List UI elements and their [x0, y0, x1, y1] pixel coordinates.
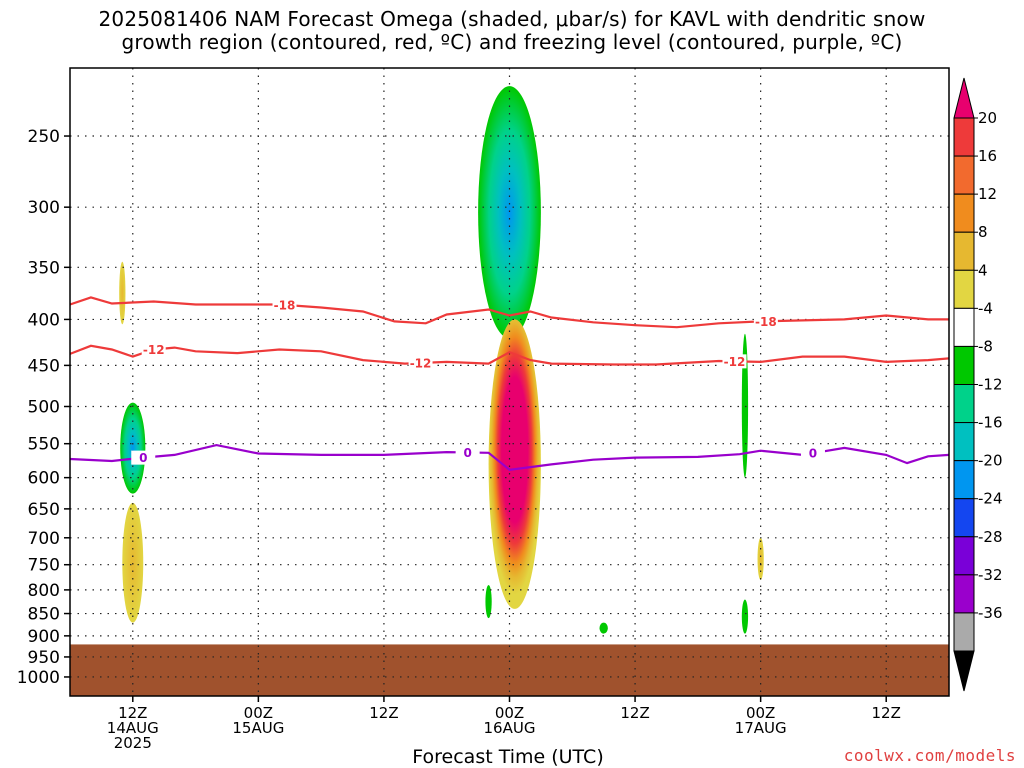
colorbar-tick-label: 8 [978, 223, 988, 241]
contour-label-bg [722, 354, 747, 369]
omega-feature-day1-ascent-core [120, 402, 146, 494]
colorbar-tick-label: -36 [978, 604, 1003, 622]
omega-feature-day3-narrow-ascent [741, 333, 749, 478]
y-tick-label-300: 300 [28, 198, 60, 218]
colorbar-swatch [953, 460, 975, 500]
contour-label--12: -12 [724, 355, 746, 369]
colorbar-tick-label: -20 [978, 452, 1003, 470]
x-tick-label: 00Z [495, 704, 524, 722]
x-tick-label: 2025 [114, 734, 152, 752]
x-tick-label: 12Z [620, 704, 649, 722]
colorbar-tick-label: 4 [978, 261, 988, 279]
x-axis-label: Forecast Time (UTC) [412, 746, 604, 768]
contour-label-bg [131, 450, 156, 465]
omega-feature-day3-lower-ascent [741, 599, 749, 634]
y-tick-label-550: 550 [28, 435, 60, 455]
y-tick-label-950: 950 [28, 648, 60, 668]
x-tick-label: 16AUG [484, 719, 536, 737]
colorbar-tick-label: 12 [978, 185, 997, 203]
colorbar-swatch [953, 269, 975, 309]
contour-label-bg [272, 297, 297, 312]
contour-label-bg [800, 446, 825, 461]
colorbar-tick-label: -24 [978, 490, 1003, 508]
y-tick-label-350: 350 [28, 258, 60, 278]
colorbar-tick-label: -8 [978, 337, 993, 355]
y-tick-label-600: 600 [28, 469, 60, 489]
chart-title-line2: growth region (contoured, red, ºC) and f… [121, 30, 903, 54]
x-tick-label: 00Z [746, 704, 775, 722]
x-tick-label: 12Z [118, 704, 147, 722]
colorbar-swatch [953, 498, 975, 538]
contour-label-bg [141, 342, 166, 357]
y-tick-label-250: 250 [28, 127, 60, 147]
y-tick-label-900: 900 [28, 627, 60, 647]
contour-label-bg [455, 445, 480, 460]
contour-label-0: 0 [139, 451, 147, 465]
y-tick-label-700: 700 [28, 529, 60, 549]
colorbar-tick-label: 16 [978, 147, 997, 165]
omega-feature-day1-upper-weak-rise [119, 261, 126, 325]
colorbar-swatch [953, 117, 975, 157]
omega-shading-layer [119, 86, 764, 634]
omega-feature-day2-lower-subsidence [488, 319, 541, 609]
y-tick-label-1000: 1000 [17, 668, 60, 688]
y-tick-label-850: 850 [28, 605, 60, 625]
colorbar-legend: 20 16 12 8 4 -4 -8 -12 -16 -20 -24 -28 -32 -36 [953, 77, 1003, 692]
contour-layer: -18 -18 -12 -12 -12 0 0 0 [70, 296, 949, 471]
contour-label-0: 0 [809, 447, 817, 461]
colorbar-swatch [953, 345, 975, 385]
contour-line--18 [70, 296, 949, 329]
x-tick-label: 12Z [369, 704, 398, 722]
contour-line-0 [70, 443, 949, 471]
colorbar-swatch [953, 384, 975, 424]
contour-label-bg [753, 314, 778, 329]
x-tick-label: 00Z [244, 704, 273, 722]
chart-title-line1: 2025081406 NAM Forecast Omega (shaded, μ… [98, 7, 926, 31]
omega-feature-day2-near-surface-ascent [485, 584, 492, 619]
omega-feature-day3-lower-subsidence [757, 537, 764, 581]
colorbar-swatch [953, 422, 975, 462]
y-tick-label-650: 650 [28, 500, 60, 520]
colorbar-tick-label: -12 [978, 376, 1003, 394]
site-credit: coolwx.com/models [843, 746, 1016, 765]
omega-feature-day1-lower-subsidence [122, 502, 144, 623]
colorbar-swatch [953, 307, 975, 347]
colorbar-swatch [953, 612, 975, 652]
omega-feature-day2-afternoon-ascent [599, 622, 608, 634]
contour-label--18: -18 [274, 298, 296, 312]
colorbar-swatch [953, 536, 975, 576]
colorbar-top-arrow [953, 77, 975, 119]
colorbar-swatch [953, 155, 975, 195]
y-tick-label-750: 750 [28, 556, 60, 576]
colorbar-bottom-arrow [953, 650, 975, 692]
x-tick-label: 14AUG [107, 719, 159, 737]
x-tick-label: 12Z [872, 704, 901, 722]
y-tick-label-400: 400 [28, 310, 60, 330]
contour-label--12: -12 [410, 356, 432, 370]
contour-label-bg [408, 355, 433, 370]
omega-feature-day2-upper-ascent [478, 86, 541, 339]
x-tick-label: 15AUG [232, 719, 284, 737]
colorbar-swatch [953, 193, 975, 233]
colorbar-tick-label: -32 [978, 566, 1003, 584]
terrain-layer [70, 644, 949, 696]
colorbar-tick-label: -4 [978, 299, 993, 317]
contour-label--18: -18 [755, 315, 777, 329]
colorbar-swatch [953, 574, 975, 614]
contour-label-0: 0 [463, 446, 471, 460]
colorbar-tick-label: -28 [978, 528, 1003, 546]
y-tick-label-500: 500 [28, 397, 60, 417]
terrain-fill [70, 644, 949, 696]
y-tick-label-800: 800 [28, 581, 60, 601]
colorbar-tick-label: -16 [978, 414, 1003, 432]
colorbar-tick-label: 20 [978, 109, 997, 127]
y-axis: 2503003504004505005506006507007508008509… [17, 127, 70, 688]
colorbar-swatch [953, 231, 975, 271]
x-tick-label: 17AUG [735, 719, 787, 737]
y-tick-label-450: 450 [28, 356, 60, 376]
contour-label--12: -12 [143, 343, 165, 357]
